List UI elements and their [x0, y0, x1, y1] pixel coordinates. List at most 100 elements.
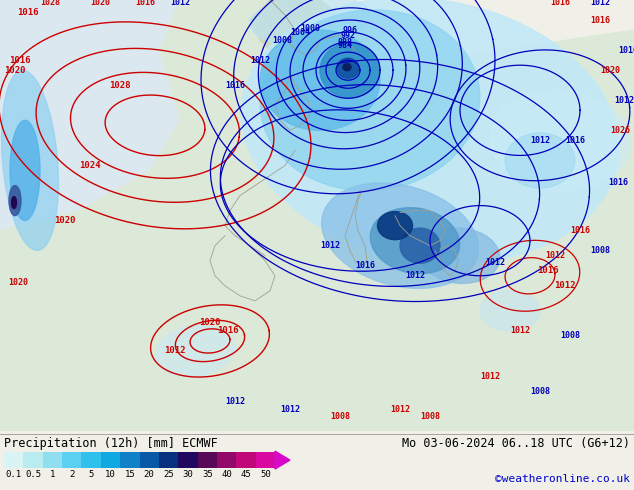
- Text: 996: 996: [342, 25, 358, 35]
- Text: 1020: 1020: [90, 0, 110, 6]
- Text: 1008: 1008: [590, 246, 610, 255]
- Text: 1008: 1008: [560, 331, 580, 341]
- Text: 40: 40: [221, 470, 232, 479]
- Bar: [42, 452, 62, 468]
- Text: 1012: 1012: [225, 396, 245, 406]
- Text: 1: 1: [49, 470, 55, 479]
- Text: 1016: 1016: [608, 178, 628, 187]
- Text: 5: 5: [88, 470, 94, 479]
- Ellipse shape: [321, 183, 478, 288]
- Text: 1016: 1016: [550, 0, 570, 6]
- Bar: [236, 452, 256, 468]
- Text: 15: 15: [124, 470, 135, 479]
- Text: 1012: 1012: [590, 0, 610, 6]
- Ellipse shape: [505, 133, 575, 188]
- Text: 0.1: 0.1: [6, 470, 22, 479]
- Text: 45: 45: [240, 470, 251, 479]
- Text: 0.5: 0.5: [25, 470, 41, 479]
- Text: 992: 992: [340, 30, 356, 40]
- Text: 1012: 1012: [545, 251, 565, 260]
- Text: 1026: 1026: [610, 126, 630, 135]
- Text: 1024: 1024: [79, 161, 101, 170]
- Bar: [139, 452, 159, 468]
- Ellipse shape: [370, 208, 460, 274]
- Text: 1016: 1016: [618, 46, 634, 55]
- Text: 1020: 1020: [55, 216, 75, 225]
- Bar: [178, 452, 198, 468]
- Bar: [62, 452, 81, 468]
- Text: 988: 988: [337, 38, 353, 47]
- Ellipse shape: [10, 121, 40, 220]
- Ellipse shape: [343, 64, 351, 71]
- Text: 10: 10: [105, 470, 116, 479]
- Ellipse shape: [250, 0, 370, 46]
- Ellipse shape: [490, 90, 630, 191]
- Polygon shape: [250, 0, 380, 90]
- Bar: [101, 452, 120, 468]
- Text: 1008: 1008: [420, 412, 440, 420]
- Text: 1028: 1028: [40, 0, 60, 6]
- Text: 1012: 1012: [485, 258, 505, 267]
- Bar: [256, 452, 275, 468]
- Ellipse shape: [1, 71, 58, 250]
- Bar: [198, 452, 217, 468]
- Text: 1012: 1012: [530, 136, 550, 145]
- Text: 1012: 1012: [480, 371, 500, 381]
- Ellipse shape: [400, 228, 440, 263]
- Text: 1012: 1012: [510, 326, 530, 336]
- Text: 1004: 1004: [290, 27, 310, 37]
- Ellipse shape: [242, 0, 619, 263]
- Ellipse shape: [420, 228, 500, 283]
- Text: 1012: 1012: [250, 56, 270, 65]
- Text: 1020: 1020: [600, 66, 620, 74]
- Bar: [81, 452, 101, 468]
- Ellipse shape: [260, 30, 380, 130]
- Text: 1012: 1012: [164, 346, 186, 355]
- Text: 1000: 1000: [300, 24, 320, 32]
- Text: 2: 2: [69, 470, 74, 479]
- Text: 1012: 1012: [320, 241, 340, 250]
- Bar: [120, 452, 139, 468]
- Text: 1016: 1016: [565, 136, 585, 145]
- Text: 1008: 1008: [272, 36, 292, 45]
- Ellipse shape: [11, 196, 16, 209]
- Text: 1016: 1016: [10, 56, 31, 65]
- Text: 1020: 1020: [199, 318, 221, 327]
- Ellipse shape: [155, 325, 235, 377]
- Text: 1016: 1016: [590, 16, 610, 24]
- Text: 1020: 1020: [8, 278, 28, 287]
- Text: 1012: 1012: [405, 271, 425, 280]
- Text: 35: 35: [202, 470, 212, 479]
- Text: 1016: 1016: [225, 81, 245, 90]
- Text: 1016: 1016: [135, 0, 155, 6]
- Text: 1012: 1012: [614, 96, 634, 105]
- Polygon shape: [0, 0, 634, 431]
- Text: ©weatheronline.co.uk: ©weatheronline.co.uk: [495, 474, 630, 484]
- Ellipse shape: [320, 43, 380, 98]
- Ellipse shape: [9, 186, 21, 216]
- Ellipse shape: [337, 58, 359, 78]
- Text: 1016: 1016: [570, 226, 590, 235]
- Ellipse shape: [377, 212, 413, 240]
- Text: 30: 30: [183, 470, 193, 479]
- Text: 1016: 1016: [17, 7, 39, 17]
- Text: 1016: 1016: [537, 266, 559, 275]
- Bar: [0, 0, 200, 431]
- Text: 20: 20: [144, 470, 155, 479]
- Text: 1020: 1020: [4, 66, 26, 74]
- Bar: [4, 452, 23, 468]
- Text: 1012: 1012: [280, 405, 300, 414]
- Text: 984: 984: [337, 41, 353, 49]
- Text: 1008: 1008: [530, 387, 550, 395]
- Ellipse shape: [480, 291, 540, 331]
- Bar: [217, 452, 236, 468]
- Text: 1028: 1028: [109, 81, 131, 90]
- Text: 1012: 1012: [170, 0, 190, 6]
- Text: 1016: 1016: [217, 326, 239, 336]
- Bar: [159, 452, 178, 468]
- Text: 50: 50: [260, 470, 271, 479]
- Bar: [23, 452, 42, 468]
- Text: 1008: 1008: [330, 412, 350, 420]
- Text: Mo 03-06-2024 06..18 UTC (G6+12): Mo 03-06-2024 06..18 UTC (G6+12): [402, 437, 630, 450]
- Text: 1016: 1016: [355, 261, 375, 270]
